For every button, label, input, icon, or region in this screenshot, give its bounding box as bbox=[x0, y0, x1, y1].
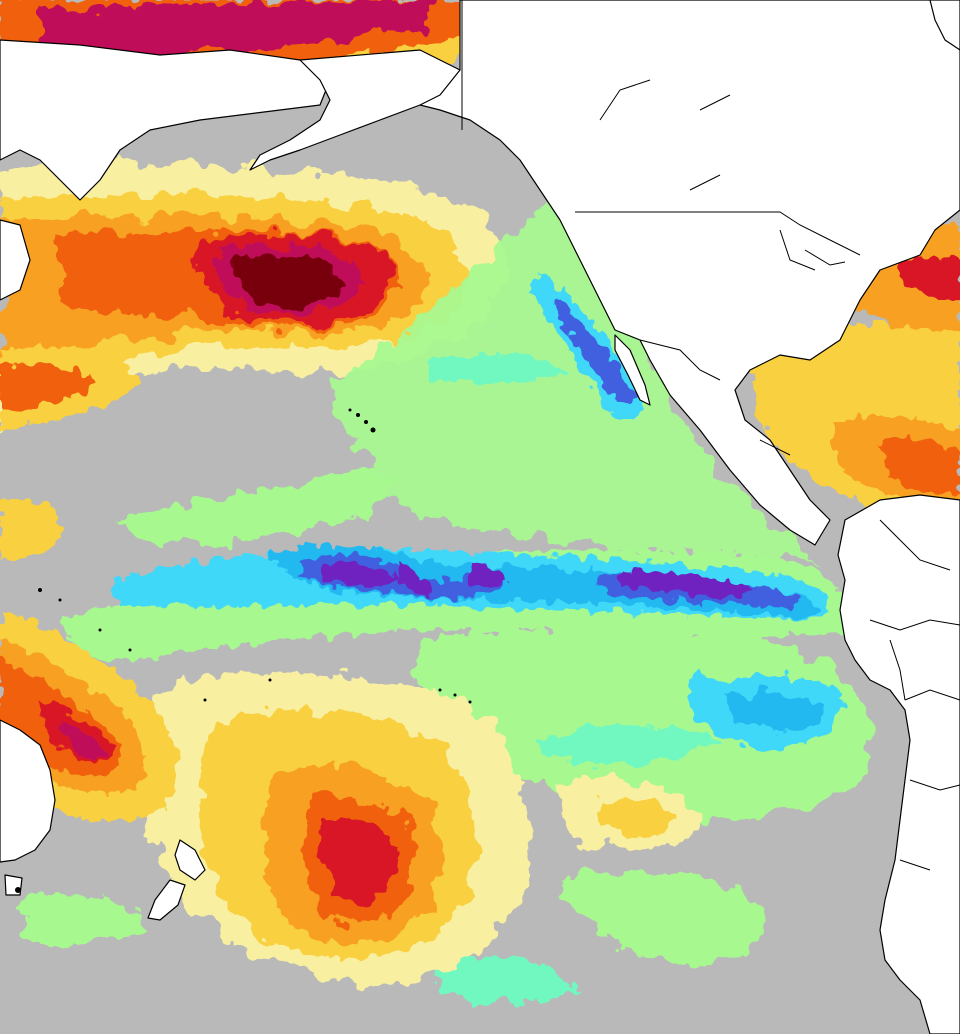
cold-tongue-equatorial-pacific bbox=[60, 545, 852, 661]
land-south-america bbox=[837, 494, 960, 1034]
land-greenland bbox=[929, 0, 960, 51]
islands bbox=[15, 408, 472, 893]
land-new-zealand bbox=[174, 839, 206, 881]
land-siberia bbox=[0, 39, 331, 201]
land-alaska bbox=[249, 49, 461, 171]
hawaii-island bbox=[356, 413, 360, 417]
warm-anomaly-caribbean bbox=[752, 223, 960, 520]
land-baja-california bbox=[614, 334, 651, 406]
cool-band-northeast-pacific bbox=[120, 190, 820, 560]
warm-anomaly-south-pacific bbox=[141, 671, 700, 982]
land-north-america bbox=[419, 0, 960, 546]
warm-anomaly-west-pacific bbox=[0, 346, 140, 560]
cold-upwelling-california bbox=[430, 270, 643, 421]
political-borders bbox=[461, 0, 960, 871]
land-japan bbox=[0, 219, 31, 301]
cool-patches-southern-ocean bbox=[20, 869, 766, 1002]
land-australia bbox=[0, 719, 56, 863]
cold-patch-south-east-pacific bbox=[416, 626, 872, 820]
land-new-zealand-south bbox=[147, 879, 186, 921]
